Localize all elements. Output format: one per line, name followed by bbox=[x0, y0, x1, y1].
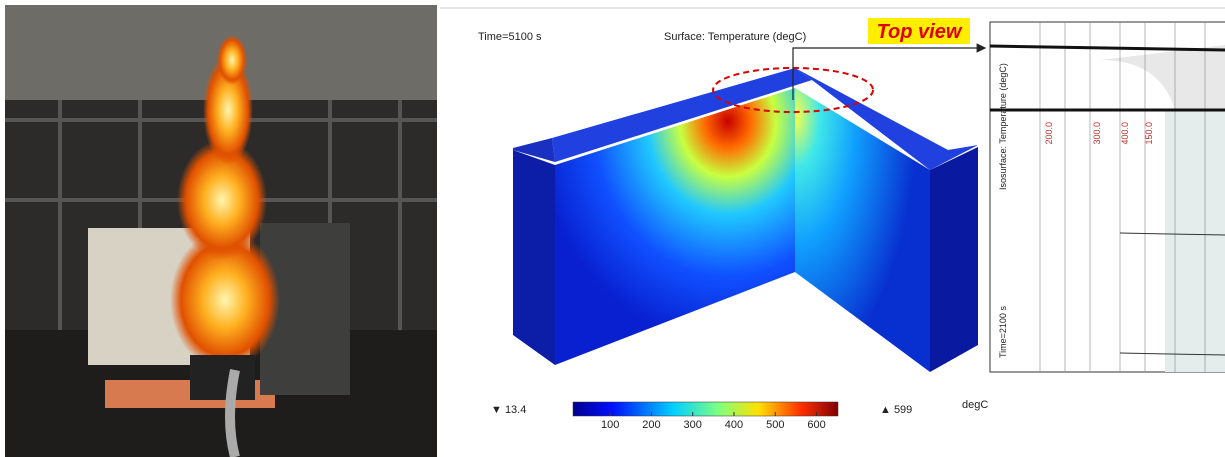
wall-end bbox=[513, 150, 555, 365]
unit-label: degC bbox=[962, 399, 988, 411]
inset: Isosurface: Temperature (degC) Time=2100… bbox=[990, 22, 1225, 372]
colorbar-tick-label: 100 bbox=[601, 419, 619, 431]
burner bbox=[190, 355, 255, 400]
plot-title: Surface: Temperature (degC) bbox=[664, 31, 806, 43]
wall-end bbox=[930, 147, 978, 372]
annotation: Top view bbox=[877, 21, 963, 43]
colorbar bbox=[573, 402, 838, 416]
contour-label: 150.0 bbox=[1144, 122, 1154, 145]
photo bbox=[5, 5, 437, 457]
colorbar-tick-label: 400 bbox=[725, 419, 743, 431]
time-label: Time=5100 s bbox=[478, 31, 542, 43]
hose bbox=[230, 370, 235, 457]
min-label: ▼ 13.4 bbox=[491, 404, 526, 416]
flame bbox=[217, 35, 247, 85]
colorbar-tick-label: 200 bbox=[642, 419, 660, 431]
max-label: ▲ 599 bbox=[880, 404, 912, 416]
colorbar-tick-label: 600 bbox=[807, 419, 825, 431]
inset-legend: Isosurface: Temperature (degC) bbox=[998, 63, 1008, 190]
figure: Time=5100 s Surface: Temperature (degC) … bbox=[0, 0, 1225, 457]
contour-label: 300.0 bbox=[1092, 122, 1102, 145]
contour-label: 400.0 bbox=[1120, 122, 1130, 145]
colorbar-tick-label: 500 bbox=[766, 419, 784, 431]
colorbar-tick-label: 300 bbox=[684, 419, 702, 431]
inset-time: Time=2100 s bbox=[998, 306, 1008, 358]
isosurface bbox=[1165, 110, 1225, 372]
contour-label: 200.0 bbox=[1044, 122, 1054, 145]
